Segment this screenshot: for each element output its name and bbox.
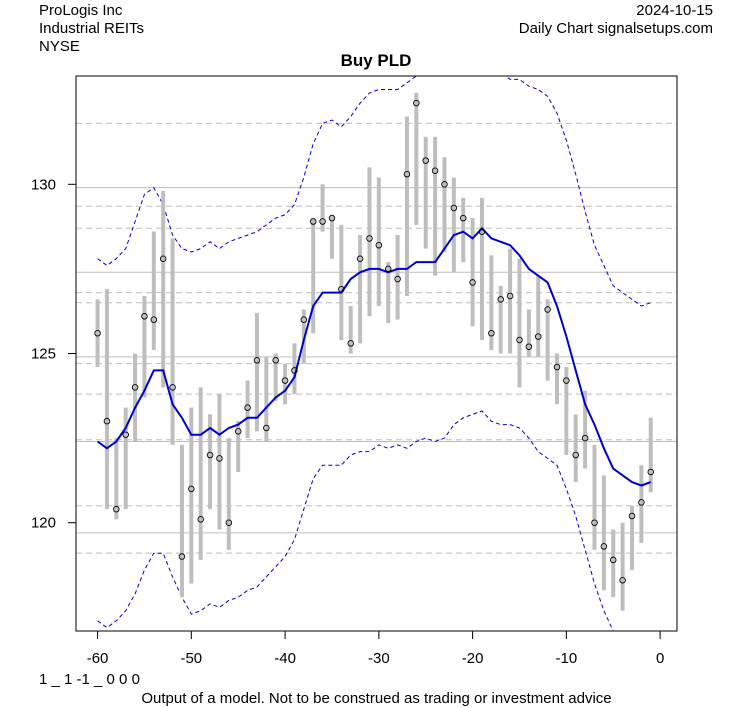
close-marker xyxy=(159,255,167,262)
close-marker xyxy=(422,157,429,164)
close-marker xyxy=(113,505,120,513)
close-marker xyxy=(309,218,317,225)
lower-band-line xyxy=(97,410,614,631)
close-marker xyxy=(216,455,223,462)
close-marker xyxy=(544,306,551,313)
close-marker xyxy=(338,285,345,293)
close-marker xyxy=(431,167,439,175)
close-marker xyxy=(553,363,561,371)
price-bars xyxy=(95,92,653,611)
y-tick-label: 125 xyxy=(31,346,56,363)
close-marker xyxy=(234,428,242,435)
close-marker xyxy=(356,255,364,262)
close-marker xyxy=(591,519,598,526)
close-marker xyxy=(581,434,589,442)
close-marker xyxy=(281,377,289,384)
center-line-layer xyxy=(97,226,652,487)
y-tick-label: 120 xyxy=(31,515,56,532)
model-code: 1 _ 1 -1 _ 0 0 0 xyxy=(39,671,140,688)
close-marker xyxy=(197,516,204,523)
close-marker xyxy=(469,279,476,286)
close-marker xyxy=(225,519,233,526)
close-marker xyxy=(291,367,298,374)
axes: -60 -50 -40 -30 -20 -10 0 120 125 130 xyxy=(31,176,664,667)
close-marker xyxy=(131,384,139,391)
close-marker xyxy=(178,553,186,560)
close-marker xyxy=(534,333,542,340)
chart-source: Daily Chart signalsetups.com xyxy=(518,20,713,37)
close-marker xyxy=(319,218,326,225)
x-tick-label: -30 xyxy=(368,650,390,667)
close-marker xyxy=(253,357,261,364)
x-tick-label: 0 xyxy=(656,650,664,667)
close-marker xyxy=(244,404,251,411)
close-marker xyxy=(169,384,176,391)
close-marker xyxy=(441,181,448,188)
close-marker xyxy=(628,512,636,520)
close-marker xyxy=(516,336,523,344)
close-marker xyxy=(403,170,411,178)
close-marker xyxy=(206,451,214,459)
chart-title: Buy PLD xyxy=(341,51,412,70)
close-marker xyxy=(328,214,336,222)
grid-lines xyxy=(76,122,677,554)
close-markers xyxy=(94,99,654,584)
close-marker xyxy=(347,340,354,347)
close-marker xyxy=(272,357,279,364)
y-tick-label: 130 xyxy=(31,176,56,193)
close-marker xyxy=(188,485,195,493)
close-marker xyxy=(488,329,495,337)
chart-date: 2024-10-15 xyxy=(636,2,713,19)
band-lines xyxy=(97,76,651,631)
industry-label: Industrial REITs xyxy=(39,20,145,37)
close-marker xyxy=(619,576,626,584)
close-marker xyxy=(122,431,129,438)
close-marker xyxy=(94,329,101,337)
close-marker xyxy=(600,543,608,550)
close-marker xyxy=(525,343,533,350)
x-tick-label: -20 xyxy=(462,650,484,667)
x-tick-label: -50 xyxy=(180,650,202,667)
x-tick-label: -60 xyxy=(87,650,109,667)
x-tick-label: -40 xyxy=(274,650,296,667)
center-line xyxy=(97,226,652,487)
x-tick-label: -10 xyxy=(556,650,578,667)
close-marker xyxy=(394,275,401,283)
close-marker xyxy=(263,424,270,432)
close-marker xyxy=(506,292,514,300)
disclaimer: Output of a model. Not to be construed a… xyxy=(141,690,612,707)
close-marker xyxy=(384,265,392,273)
close-marker xyxy=(497,296,504,303)
close-marker xyxy=(563,377,570,384)
close-marker xyxy=(300,316,308,323)
close-marker xyxy=(150,316,158,323)
close-marker xyxy=(450,204,458,212)
close-marker xyxy=(459,214,467,222)
close-marker xyxy=(375,241,383,249)
company-name: ProLogis Inc xyxy=(39,2,123,19)
close-marker xyxy=(103,417,111,425)
close-marker xyxy=(141,313,148,320)
close-marker xyxy=(366,235,373,242)
plot-frame xyxy=(75,75,678,632)
close-marker xyxy=(638,499,645,506)
close-marker xyxy=(647,468,654,476)
close-marker xyxy=(478,228,486,235)
close-marker xyxy=(609,556,617,564)
close-marker xyxy=(572,451,579,459)
close-marker xyxy=(413,99,420,107)
exchange-label: NYSE xyxy=(39,38,80,55)
